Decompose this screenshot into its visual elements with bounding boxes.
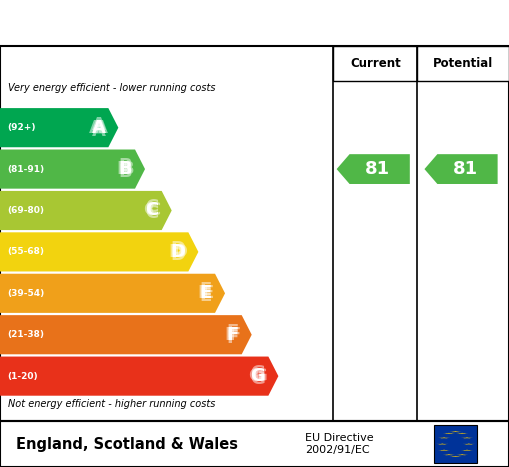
Text: B: B [117,160,130,178]
Text: G: G [250,364,265,382]
Polygon shape [463,444,475,445]
Text: E: E [200,284,212,302]
Text: B: B [119,163,132,181]
Text: G: G [252,367,267,385]
Polygon shape [443,454,455,455]
Polygon shape [449,431,462,432]
Text: (81-91): (81-91) [8,164,45,174]
Polygon shape [461,437,473,439]
Polygon shape [0,315,252,354]
Text: F: F [227,329,239,347]
Text: A: A [94,119,107,137]
Text: EU Directive
2002/91/EC: EU Directive 2002/91/EC [305,433,374,455]
Text: (55-68): (55-68) [8,248,45,256]
Text: Potential: Potential [433,57,493,70]
Polygon shape [456,433,468,434]
Text: G: G [248,367,263,385]
Polygon shape [0,108,119,147]
Text: F: F [227,325,239,344]
Text: B: B [119,160,132,178]
Text: C: C [144,201,157,219]
Text: D: D [171,243,185,261]
Text: England, Scotland & Wales: England, Scotland & Wales [16,437,238,452]
Polygon shape [336,154,410,184]
Text: C: C [146,201,159,219]
Text: F: F [229,325,241,344]
Text: E: E [197,284,210,302]
Text: D: D [171,246,185,264]
Text: 81: 81 [365,160,390,178]
Polygon shape [0,356,278,396]
Text: A: A [92,122,105,140]
Polygon shape [443,433,455,434]
Polygon shape [0,149,145,189]
Polygon shape [436,444,448,445]
Polygon shape [0,191,172,230]
Text: A: A [92,119,105,137]
Text: F: F [224,325,237,344]
Text: C: C [148,201,161,219]
Text: E: E [200,287,212,305]
Text: Not energy efficient - higher running costs: Not energy efficient - higher running co… [8,399,215,409]
Text: D: D [168,243,183,261]
Polygon shape [456,454,468,455]
Polygon shape [0,232,199,271]
Bar [417,46,509,81]
Bar [434,425,477,463]
Text: D: D [173,243,187,261]
Text: (1-20): (1-20) [8,372,38,381]
Text: B: B [119,157,132,175]
Polygon shape [438,450,450,451]
Text: C: C [146,198,159,217]
Text: Energy Efficiency Rating: Energy Efficiency Rating [15,13,303,33]
Text: (92+): (92+) [8,123,36,132]
Text: G: G [250,370,265,388]
Text: B: B [121,160,134,178]
Polygon shape [0,274,225,313]
Polygon shape [425,154,498,184]
Text: A: A [90,119,103,137]
Text: (69-80): (69-80) [8,206,45,215]
Polygon shape [438,437,450,439]
Text: D: D [171,240,185,258]
Polygon shape [461,450,473,451]
Bar [333,46,417,81]
Text: F: F [227,323,239,341]
Text: G: G [250,367,265,385]
Text: Very energy efficient - lower running costs: Very energy efficient - lower running co… [8,83,215,93]
Text: Current: Current [350,57,401,70]
Text: (21-38): (21-38) [8,330,45,339]
Text: (39-54): (39-54) [8,289,45,298]
Text: A: A [92,116,105,134]
Text: E: E [200,281,212,299]
Text: C: C [146,205,159,222]
Text: 81: 81 [453,160,478,178]
Polygon shape [449,456,462,457]
Text: E: E [202,284,214,302]
